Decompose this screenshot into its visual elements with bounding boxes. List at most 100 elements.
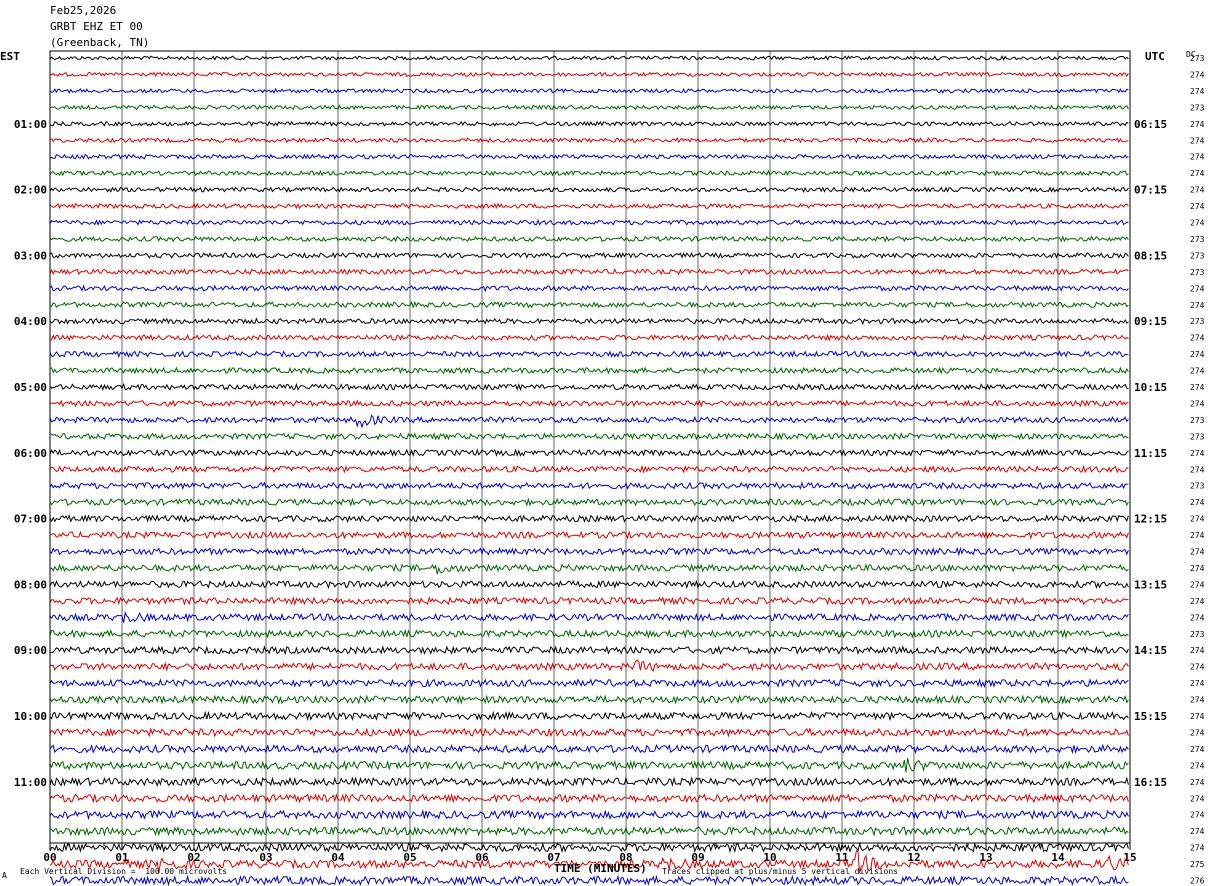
seismic-trace [49,169,1129,177]
dc-column-header: DC [1186,50,1196,59]
left-hour-label: 02:00 [14,184,47,197]
left-hour-label: 06:00 [14,447,47,460]
seismic-trace [49,251,1129,259]
x-tick-label: 15 [1123,851,1136,864]
x-tick-label: 00 [43,851,56,864]
dc-offset-label: 275 [1190,860,1205,869]
x-tick-label: 07 [547,851,560,864]
seismic-trace [49,825,1129,837]
right-hour-label: 14:15 [1134,644,1167,657]
seismic-trace [49,776,1129,788]
left-hour-label: 09:00 [14,644,47,657]
dc-offset-label: 274 [1190,794,1205,803]
seismic-trace [49,414,1129,429]
dc-offset-label: 274 [1190,284,1205,293]
dc-offset-label: 274 [1190,334,1205,343]
seismic-trace [49,137,1129,144]
header-station: GRBT EHZ ET 00 [50,20,143,33]
right-hour-label: 08:15 [1134,249,1167,262]
dc-offset-label: 276 [1190,877,1205,886]
seismic-trace [49,727,1129,738]
seismic-trace [49,120,1129,127]
right-timezone-label: UTC [1145,50,1165,63]
left-timezone-label: EST [0,50,20,63]
right-hour-label: 13:15 [1134,578,1167,591]
scale-note: Each Vertical Division = 100.00 microvol… [20,867,228,876]
x-tick-label: 12 [907,851,920,864]
seismic-trace [49,514,1129,523]
left-hour-label: 11:00 [14,776,47,789]
dc-offset-label: 274 [1190,663,1205,672]
dc-offset-label: 274 [1190,712,1205,721]
right-hour-label: 12:15 [1134,513,1167,526]
seismic-trace [49,792,1129,804]
dc-offset-label: 274 [1190,646,1205,655]
dc-offset-label: 274 [1190,811,1205,820]
header-location: (Greenback, TN) [50,36,150,49]
seismic-trace [49,645,1129,656]
right-hour-label: 16:15 [1134,776,1167,789]
seismic-trace [49,841,1129,854]
dc-offset-label: 273 [1190,416,1205,425]
dc-offset-label: 274 [1190,87,1205,96]
seismic-trace [49,530,1129,540]
dc-offset-label: 274 [1190,778,1205,787]
x-tick-label: 06 [475,851,489,864]
dc-offset-label: 274 [1190,367,1205,376]
dc-offset-label: 274 [1190,548,1205,557]
dc-offset-label: 274 [1190,70,1205,79]
dc-offset-label: 274 [1190,465,1205,474]
dc-offset-label: 274 [1190,153,1205,162]
dc-offset-label: 273 [1190,317,1205,326]
seismic-trace [49,809,1129,821]
left-hour-label: 03:00 [14,249,47,262]
dc-offset-label: 274 [1190,597,1205,606]
dc-offset-label: 273 [1190,268,1205,277]
x-tick-label: 08 [619,851,632,864]
dc-offset-label: 274 [1190,580,1205,589]
dc-offset-label: 274 [1190,186,1205,195]
x-tick-label: 04 [331,851,345,864]
right-hour-label: 11:15 [1134,447,1167,460]
dc-offset-label: 273 [1190,630,1205,639]
seismic-trace [49,659,1129,672]
x-tick-label: 05 [403,851,416,864]
dc-offset-label: 273 [1190,251,1205,260]
seismic-trace [49,284,1129,293]
seismic-trace [49,563,1129,575]
seismic-trace [49,579,1129,590]
x-tick-label: 14 [1051,851,1065,864]
seismic-trace [49,153,1129,160]
seismic-trace [49,758,1129,773]
seismic-trace [49,333,1129,342]
dc-offset-label: 274 [1190,515,1205,524]
dc-offset-label: 274 [1190,745,1205,754]
dc-offset-label: 274 [1190,531,1205,540]
seismic-trace [49,300,1129,309]
dc-offset-label: 274 [1190,449,1205,458]
seismic-trace [49,268,1129,276]
seismic-trace [49,464,1129,474]
dc-offset-label: 274 [1190,728,1205,737]
seismic-trace [49,710,1129,722]
seismic-trace [49,382,1129,392]
right-hour-label: 09:15 [1134,315,1167,328]
right-hour-label: 06:15 [1134,118,1167,131]
left-hour-label: 10:00 [14,710,47,723]
seismic-trace [49,694,1129,705]
clip-note: Traces clipped at plus/minus 5 vertical … [662,867,899,876]
x-tick-label: 02 [187,851,200,864]
dc-offset-label: 273 [1190,235,1205,244]
dc-offset-label: 274 [1190,301,1205,310]
seismic-trace [49,366,1129,375]
dc-offset-label: 273 [1190,103,1205,112]
dc-offset-label: 274 [1190,844,1205,853]
dc-offset-label: 274 [1190,613,1205,622]
x-tick-label: 10 [763,851,776,864]
x-tick-label: 01 [115,851,129,864]
seismic-trace [49,628,1129,639]
seismic-trace [49,71,1129,78]
dc-offset-label: 274 [1190,383,1205,392]
x-tick-label: 13 [979,851,992,864]
